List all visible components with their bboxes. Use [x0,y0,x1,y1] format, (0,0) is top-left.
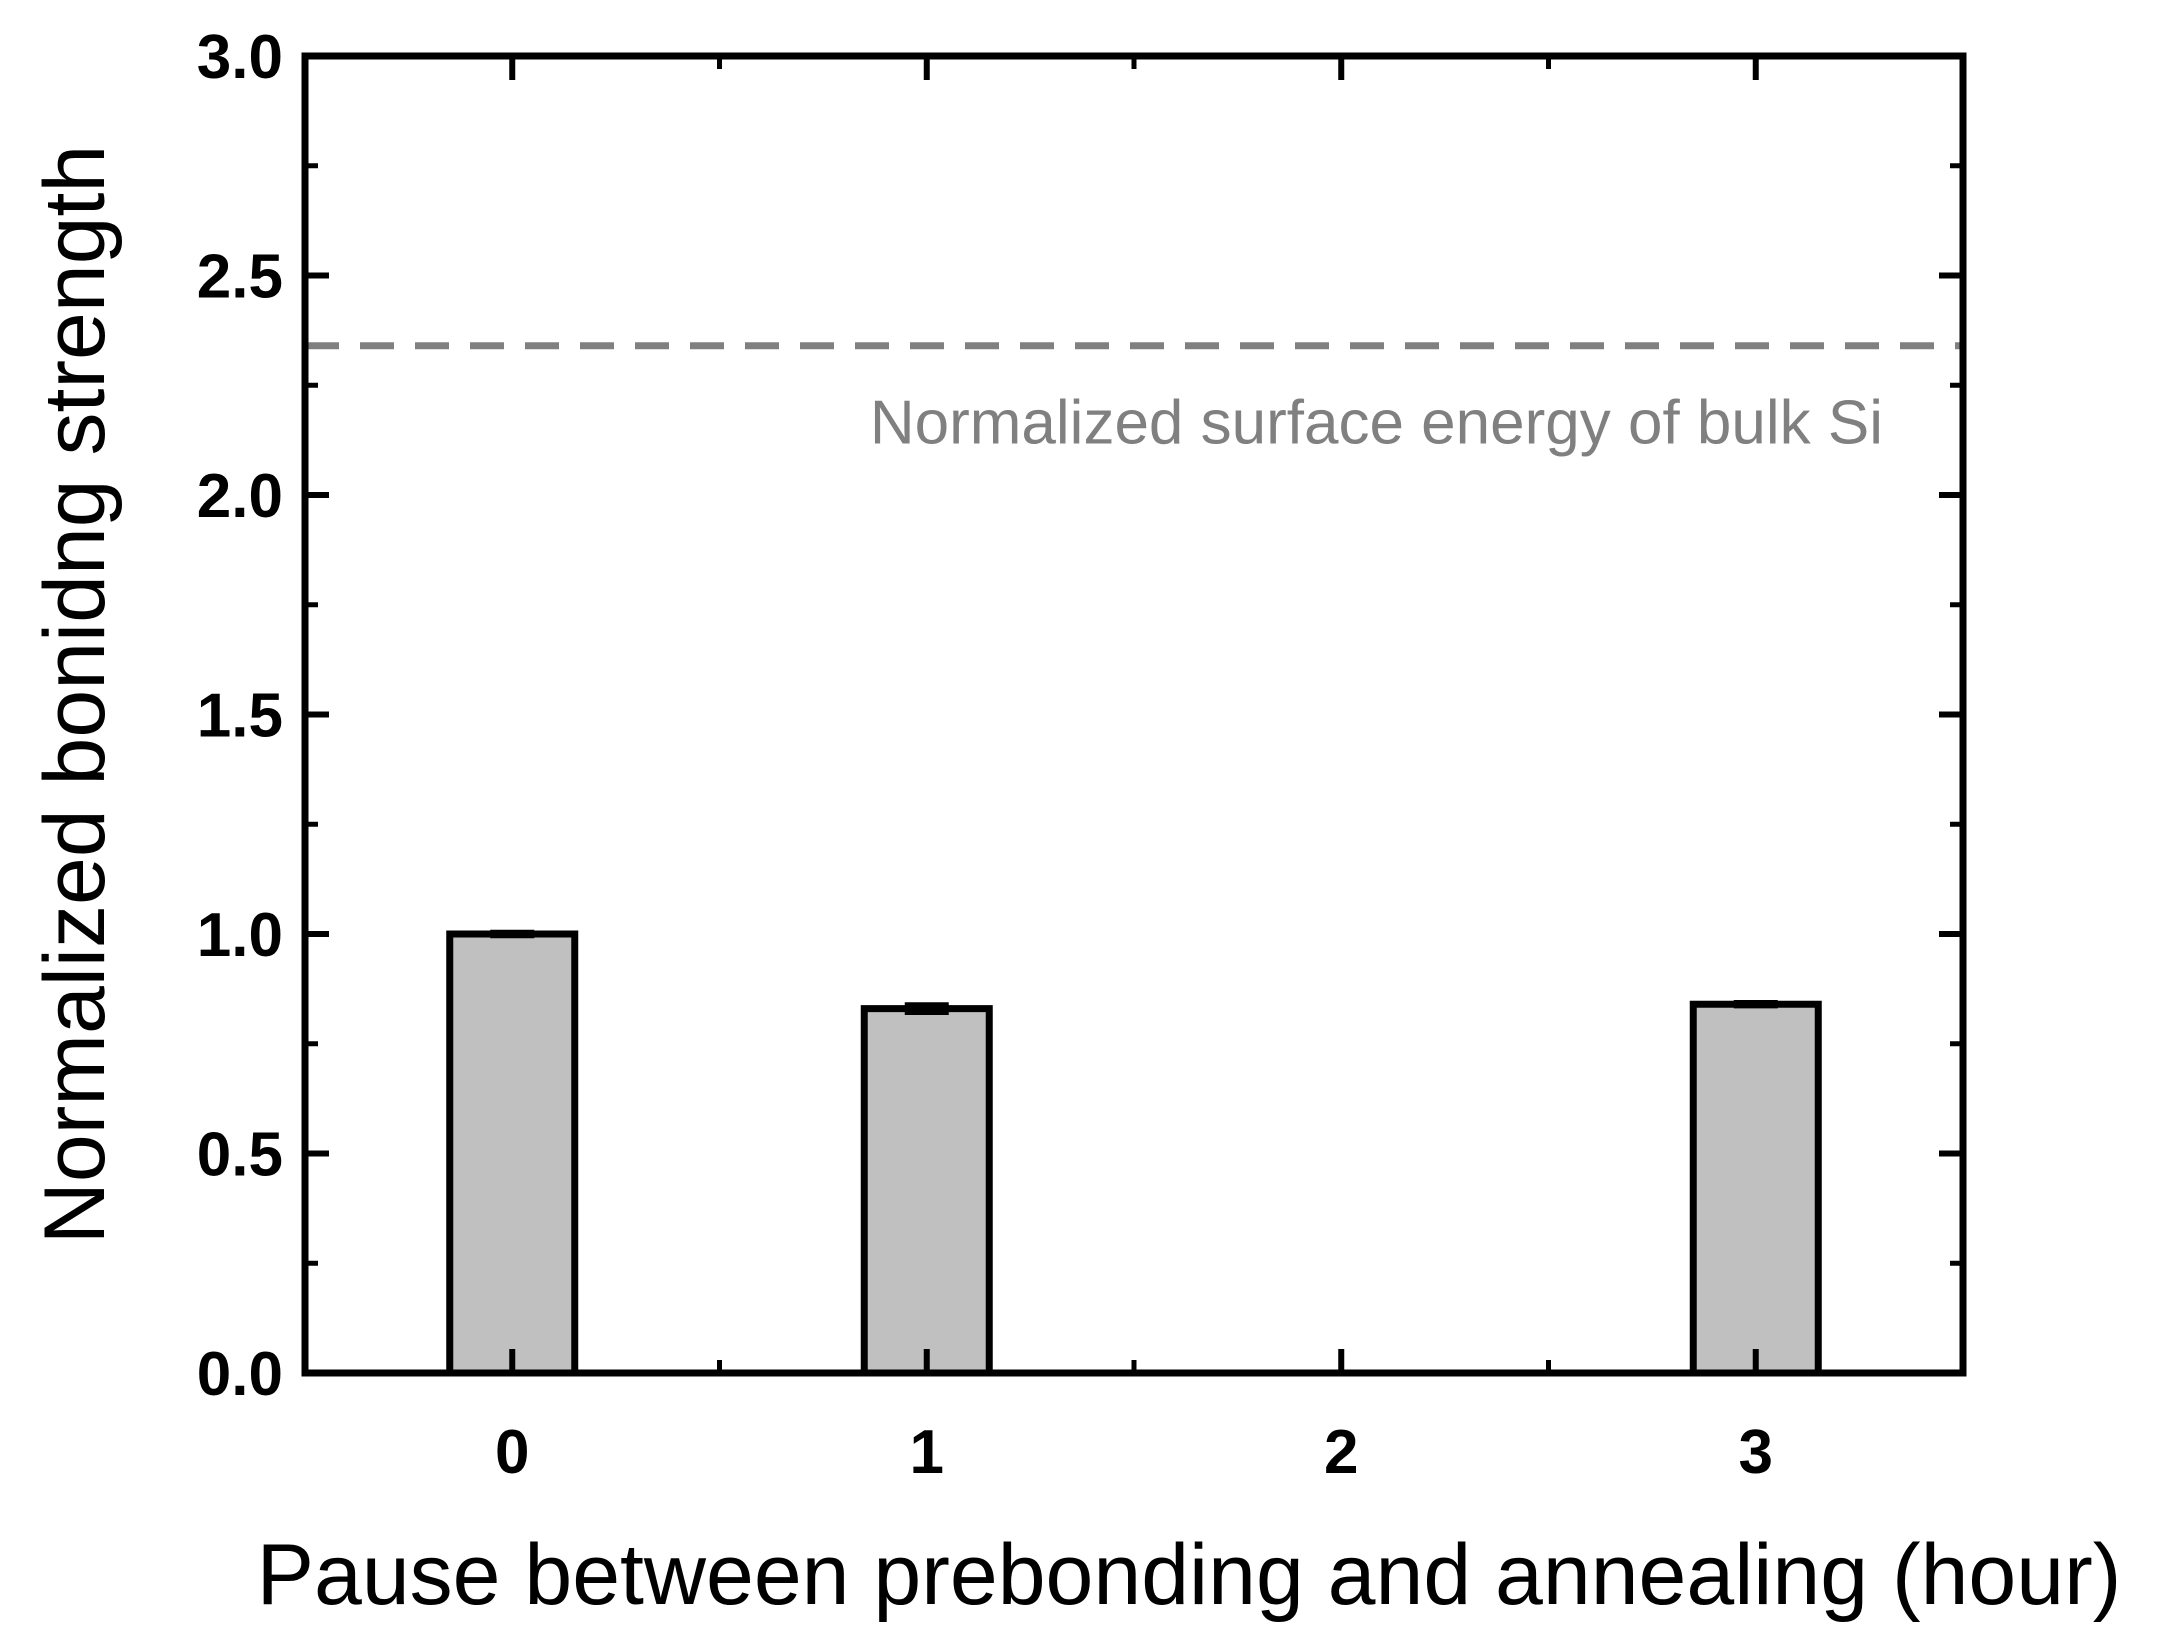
y-tick-label: 0.5 [197,1121,283,1190]
x-tick-labels: 0 1 2 3 [495,1418,1773,1487]
y-tick-label: 1.5 [197,682,283,751]
x-tick-label: 0 [495,1418,529,1487]
x-axis-title: Pause between prebonding and annealing (… [257,1527,2122,1623]
bars [446,930,1822,1377]
y-tick-label: 0.0 [197,1340,283,1409]
y-tick-label: 2.5 [197,243,283,312]
bar-0 [446,930,579,1377]
x-tick-label: 2 [1324,1418,1358,1487]
x-tick-label: 1 [910,1418,944,1487]
y-tick-label: 1.0 [197,901,283,970]
error-bars [490,929,1778,1016]
bar-1 [860,1005,993,1377]
y-tick-labels: 0.0 0.5 1.0 1.5 2.0 2.5 3.0 [197,23,283,1409]
x-tick-label: 3 [1739,1418,1773,1487]
y-tick-label: 2.0 [197,462,283,531]
y-axis-title: Normalized bonidng strength [27,145,123,1245]
major-ticks [305,53,1963,1376]
reference-line-label: Normalized surface energy of bulk Si [870,389,1883,458]
bar-3 [1689,1000,1822,1377]
y-tick-label: 3.0 [197,23,283,92]
